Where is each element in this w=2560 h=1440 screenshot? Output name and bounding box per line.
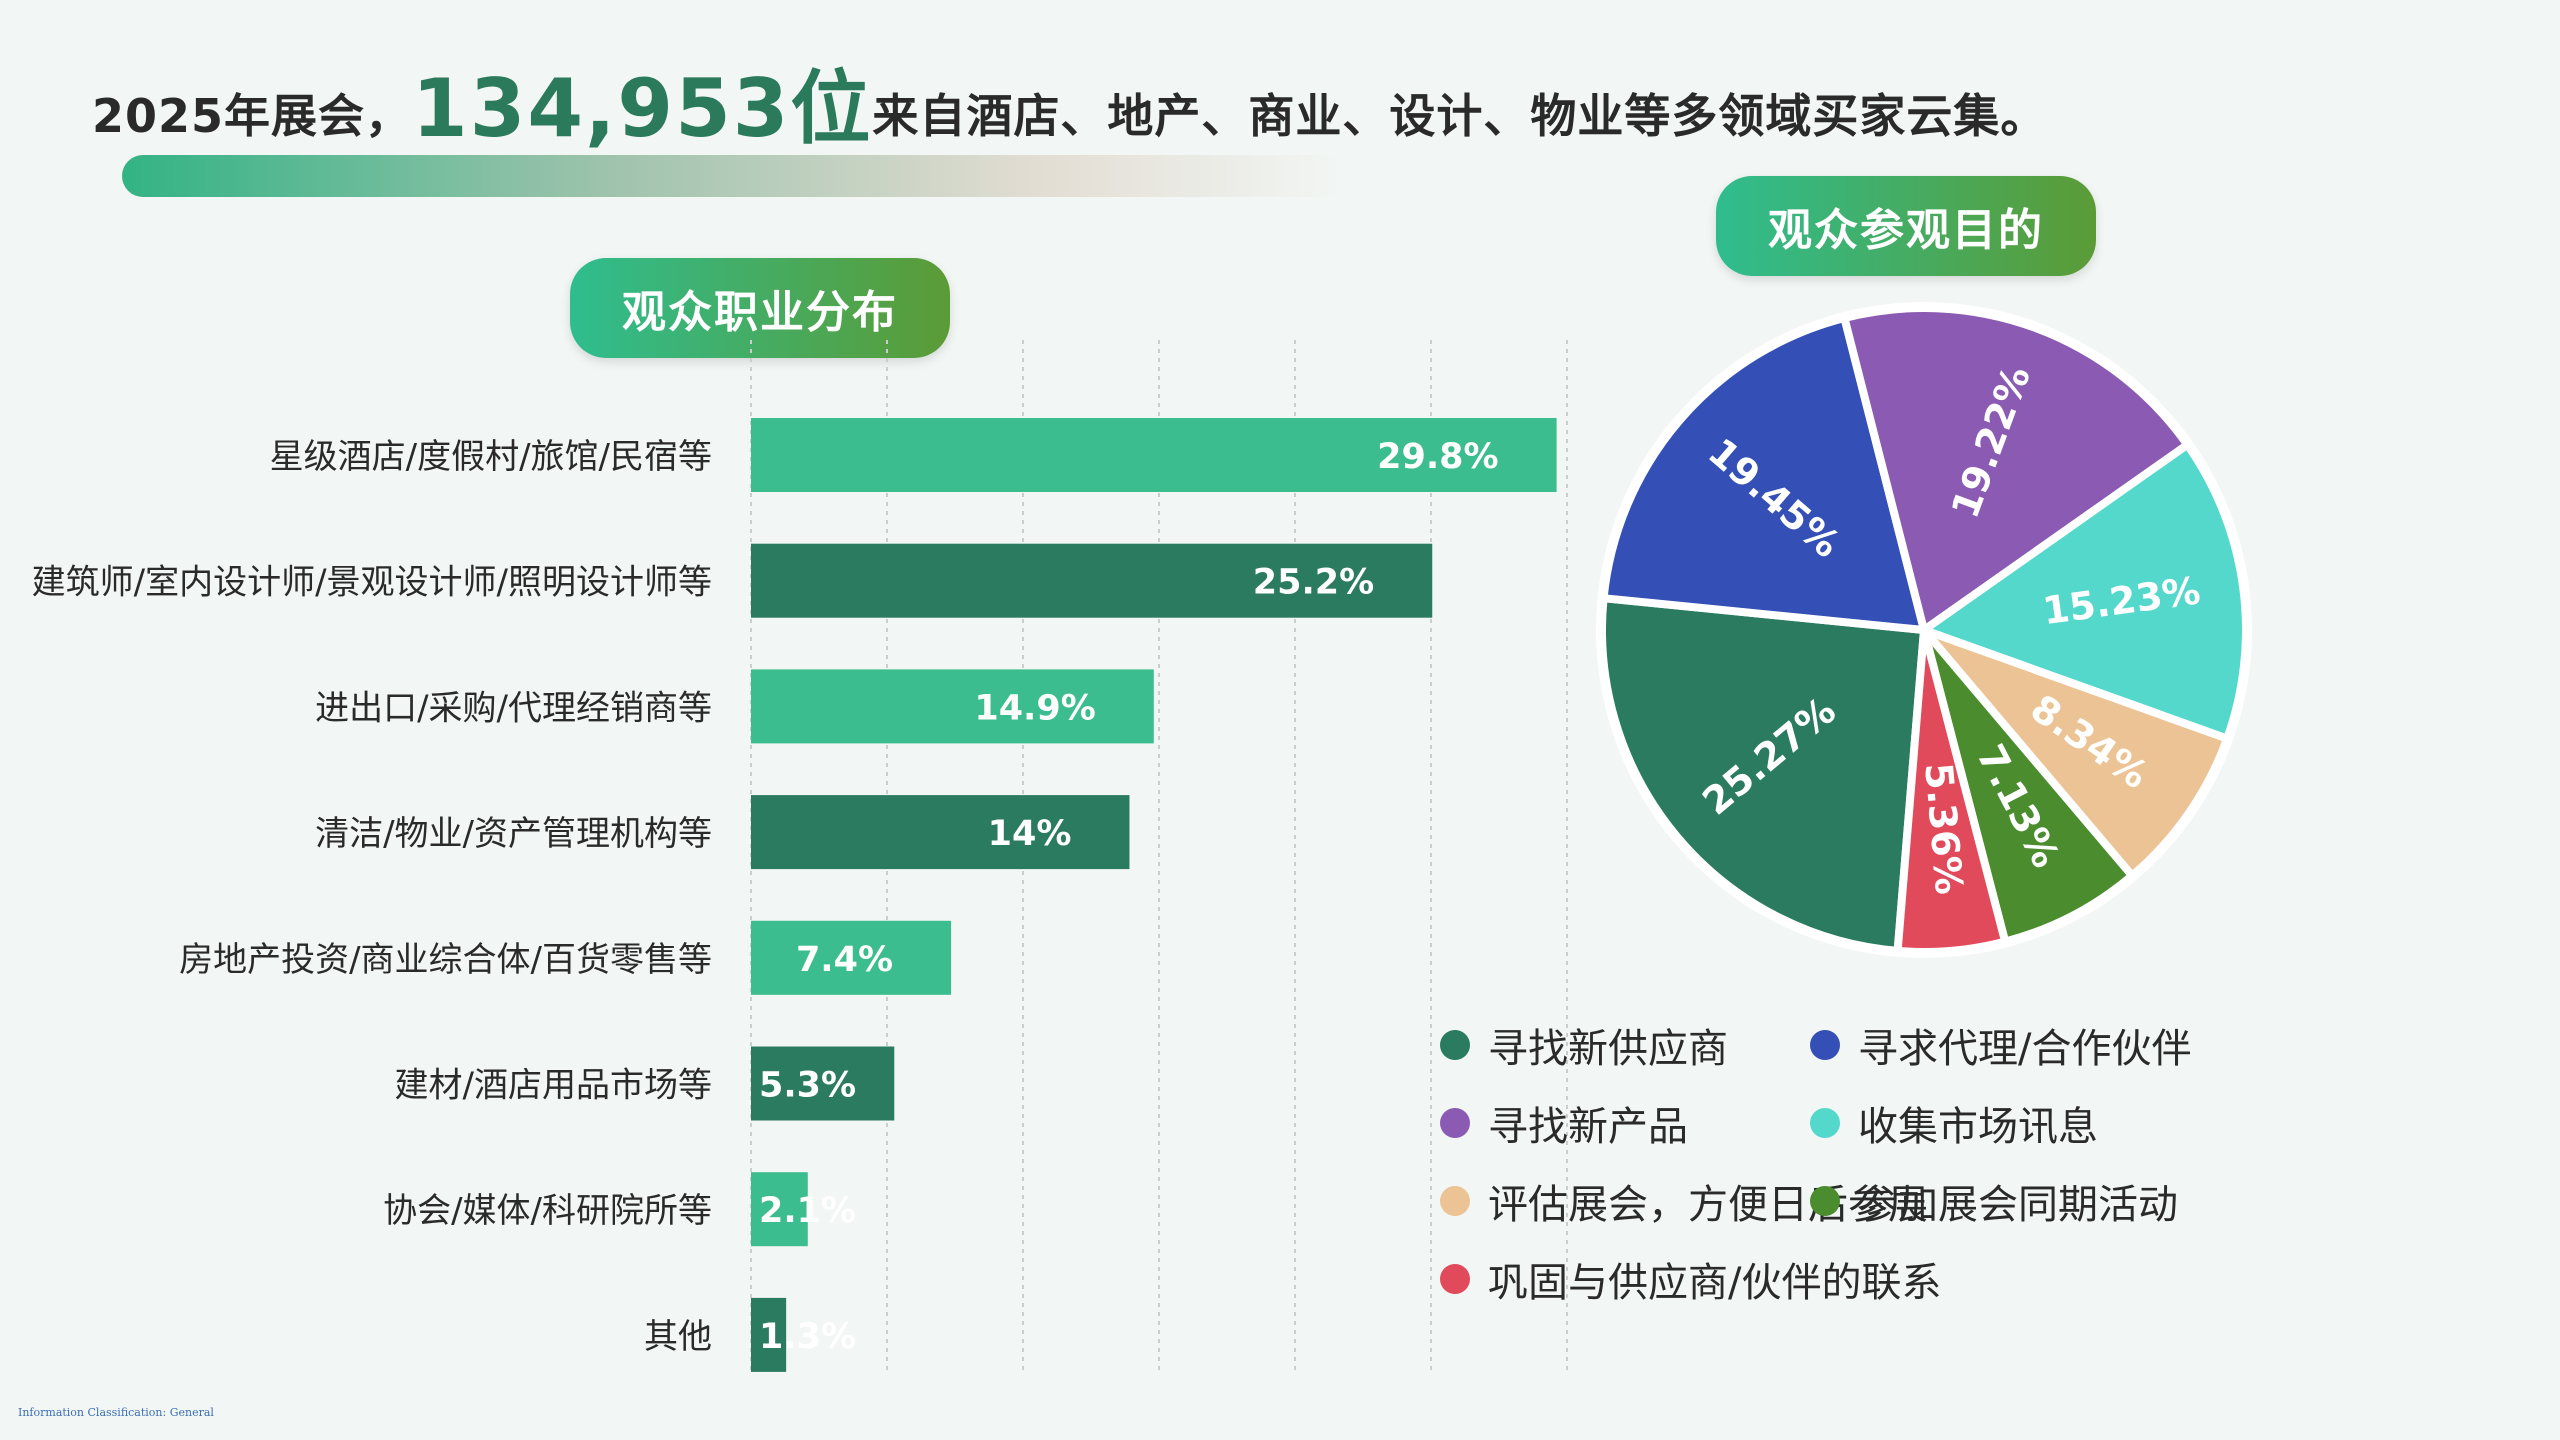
legend-dot-icon — [1440, 1108, 1470, 1138]
bar-value-label: 1.3% — [759, 1317, 856, 1357]
category-label: 星级酒店/度假村/旅馆/民宿等 — [270, 437, 712, 477]
legend-dot-icon — [1810, 1108, 1840, 1138]
legend-label: 巩固与供应商/伙伴的联系 — [1488, 1260, 1942, 1306]
category-label: 清洁/物业/资产管理机构等 — [315, 814, 712, 854]
legend-item: 评估展会，方便日后参展 — [1440, 1176, 1928, 1228]
legend-label: 寻求代理/合作伙伴 — [1858, 1026, 2192, 1072]
occupation-bar-chart: 星级酒店/度假村/旅馆/民宿等 29.8% 建筑师/室内设计师/景观设计师/照明设计… — [32, 340, 1568, 1372]
pie-slice — [1840, 304, 2192, 634]
legend-dot-icon — [1440, 1264, 1470, 1294]
pie-slice — [1598, 594, 1928, 955]
category-label: 进出口/采购/代理经销商等 — [315, 688, 712, 728]
headline-prefix: 2025年展会， — [92, 89, 413, 143]
bar — [751, 795, 1130, 870]
legend-dot-icon — [1440, 1186, 1470, 1216]
bar-value-label: 5.3% — [759, 1066, 856, 1106]
legend-dot-icon — [1810, 1186, 1840, 1216]
bar-value-label: 2.1% — [759, 1191, 856, 1231]
bar-value-label: 7.4% — [796, 940, 893, 980]
bar-value-label: 25.2% — [1253, 563, 1374, 603]
footnote: Information Classification: General — [18, 1406, 214, 1419]
legend-item: 收集市场讯息 — [1810, 1098, 2430, 1150]
category-label: 房地产投资/商业综合体/百货零售等 — [179, 940, 712, 980]
bar — [751, 1172, 808, 1247]
legend-label: 参加展会同期活动 — [1858, 1182, 2178, 1228]
pie-legend: 寻找新供应商 寻求代理/合作伙伴寻找新产品 收集市场讯息评估展会，方便日后参展 参加展… — [1440, 1020, 2460, 1306]
bar-value-label: 14% — [988, 814, 1072, 854]
bar — [751, 543, 1433, 618]
legend-label: 寻找新产品 — [1488, 1104, 1688, 1150]
bar — [751, 418, 1557, 492]
legend-label: 评估展会，方便日后参展 — [1488, 1182, 1928, 1228]
bar-value-label: 14.9% — [974, 688, 1095, 728]
category-label: 协会/媒体/科研院所等 — [383, 1191, 712, 1231]
pie-slice — [1599, 313, 1928, 634]
legend-item: 参加展会同期活动 — [1810, 1176, 2430, 1228]
decorative-gradient-bar — [122, 155, 1342, 197]
legend-item: 寻找新产品 — [1440, 1098, 1810, 1150]
category-label: 其他 — [644, 1317, 712, 1357]
purpose-pie-chart: 25.27%19.45% 19.22%15.23%8.34%7.13%5.36% — [1596, 302, 2252, 958]
bar — [751, 669, 1154, 744]
bar — [751, 1046, 895, 1121]
legend-label: 寻找新供应商 — [1488, 1026, 1728, 1072]
pie-slice — [1920, 626, 2232, 880]
legend-item: 寻求代理/合作伙伴 — [1810, 1020, 2430, 1072]
pie-slice — [1920, 440, 2250, 743]
pie-slice — [1920, 626, 2137, 946]
category-label: 建筑师/室内设计师/景观设计师/照明设计师等 — [32, 563, 712, 603]
pie-slice — [1893, 626, 2010, 956]
bar — [751, 920, 952, 995]
legend-label: 收集市场讯息 — [1858, 1104, 2098, 1150]
headline-suffix: 来自酒店、地产、商业、设计、物业等多领域买家云集。 — [872, 89, 2048, 143]
legend-dot-icon — [1810, 1030, 1840, 1060]
headline: 2025年展会，134,953位来自酒店、地产、商业、设计、物业等多领域买家云集… — [92, 44, 2047, 160]
category-label: 建材/酒店用品市场等 — [395, 1066, 712, 1106]
legend-dot-icon — [1440, 1030, 1470, 1060]
purpose-title: 观众参观目的 — [1716, 176, 2096, 276]
bar — [751, 1297, 787, 1372]
legend-item: 巩固与供应商/伙伴的联系 — [1440, 1254, 1941, 1306]
bar-value-label: 29.8% — [1377, 437, 1498, 477]
headline-highlight: 134,953位 — [412, 62, 873, 155]
legend-item: 寻找新供应商 — [1440, 1020, 1810, 1072]
